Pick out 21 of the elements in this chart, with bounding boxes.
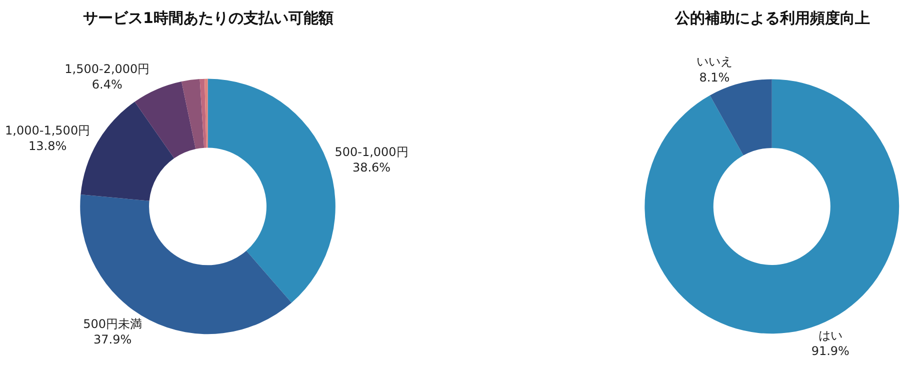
slice-label: いいえ [696,54,732,69]
donut-slice [204,78,208,148]
slice-label: はい [818,328,842,343]
data-label: 8.1% [699,70,730,84]
donut-slice [80,194,292,334]
donut-slice [80,102,174,201]
data-label: 37.9% [94,332,132,347]
donut-slice [208,78,336,303]
donut-slice [181,79,204,149]
data-label: 6.4% [92,78,122,92]
data-label: 38.6% [352,160,391,175]
slice-label: 1,000-1,500円 [5,124,90,138]
slice-label: 500円未満 [83,316,142,331]
data-label: 13.8% [28,139,67,154]
chart-title: 公的補助による利用頻度向上 [674,9,870,27]
data-label: 91.9% [811,344,850,358]
slice-label: 500-1,000円 [334,145,408,160]
slice-label: 1,500-2,000円 [64,62,150,76]
chart-title: サービス1時間あたりの支払い可能額 [83,9,334,27]
donut-slice [134,82,196,158]
donut-slice [200,78,206,148]
